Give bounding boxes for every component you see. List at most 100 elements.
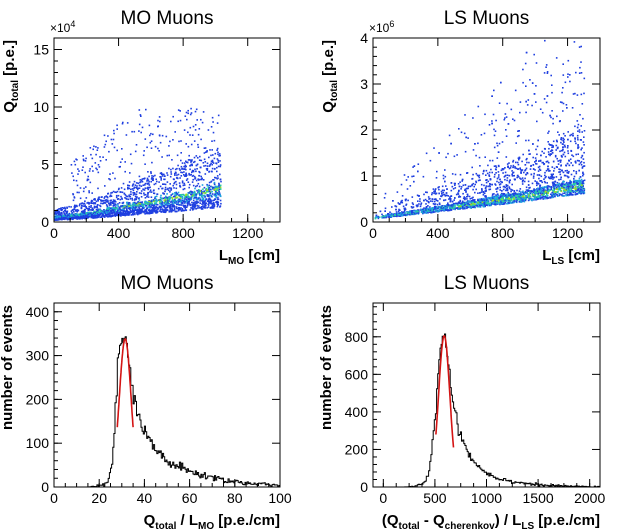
data-point (108, 215, 111, 218)
data-point (104, 200, 107, 202)
data-point (86, 207, 89, 210)
data-point (566, 181, 568, 184)
data-point (552, 181, 555, 184)
data-point (79, 217, 81, 219)
data-point (149, 186, 151, 189)
data-point (144, 177, 146, 180)
data-point (475, 154, 477, 157)
data-point (168, 211, 171, 213)
data-point (517, 130, 519, 132)
data-point (122, 208, 124, 211)
data-point (556, 185, 559, 187)
data-point (124, 194, 127, 196)
data-point (199, 178, 201, 181)
data-point (555, 144, 558, 147)
data-point (201, 198, 203, 200)
data-point (177, 202, 180, 205)
data-point (122, 121, 124, 124)
data-point (186, 118, 188, 121)
data-point (70, 215, 73, 217)
data-point (184, 166, 187, 168)
data-point (558, 168, 560, 170)
data-point (207, 186, 210, 188)
data-point (212, 186, 214, 189)
data-point (205, 202, 207, 204)
data-point (191, 159, 193, 161)
data-point (466, 196, 468, 198)
data-point (124, 161, 126, 163)
data-point (499, 202, 501, 205)
data-point (139, 212, 142, 214)
data-point (164, 200, 167, 202)
data-point (580, 160, 583, 163)
data-point (161, 203, 163, 206)
data-point (174, 195, 176, 198)
data-point (134, 195, 137, 198)
data-point (411, 207, 413, 209)
data-point (206, 151, 208, 153)
data-point (62, 215, 65, 217)
data-point (56, 210, 59, 213)
data-point (116, 204, 118, 206)
data-point (200, 206, 203, 208)
data-point (191, 134, 194, 136)
data-point (61, 218, 63, 221)
data-point (468, 205, 471, 207)
data-point (393, 215, 395, 218)
data-point (467, 205, 469, 208)
data-point (85, 214, 87, 216)
data-point (442, 177, 445, 180)
data-point (522, 190, 524, 193)
data-point (532, 156, 534, 159)
data-point (203, 203, 205, 206)
data-point (450, 208, 453, 210)
data-point (544, 39, 546, 42)
data-point (534, 193, 536, 195)
density-points (54, 107, 222, 221)
data-point (138, 199, 141, 201)
data-point (551, 176, 554, 179)
data-point (477, 203, 480, 206)
data-point (531, 104, 533, 107)
data-point (212, 131, 215, 134)
data-point (405, 203, 408, 206)
data-point (131, 197, 133, 200)
data-point (465, 190, 467, 192)
data-point (206, 165, 209, 167)
data-point (449, 197, 451, 200)
data-point (72, 208, 75, 211)
data-point (518, 201, 521, 203)
data-point (150, 191, 153, 193)
data-point (194, 177, 197, 179)
data-point (62, 210, 65, 213)
data-point (196, 163, 199, 166)
data-point (187, 159, 190, 161)
data-point (186, 202, 189, 205)
data-point (470, 203, 472, 206)
data-point (479, 199, 482, 201)
data-point (432, 208, 435, 211)
data-point (206, 194, 208, 196)
data-point (502, 192, 504, 195)
data-point (81, 213, 83, 215)
data-point (81, 216, 83, 218)
data-point (559, 184, 562, 187)
data-point (495, 188, 497, 190)
data-point (183, 209, 186, 212)
data-point (178, 194, 180, 196)
data-point (103, 211, 106, 213)
data-point (546, 72, 549, 74)
data-point (418, 203, 420, 205)
data-point (172, 209, 175, 212)
data-point (195, 195, 197, 197)
data-point (169, 209, 172, 211)
data-point (146, 201, 149, 204)
data-point (94, 210, 96, 213)
data-point (552, 184, 554, 186)
data-point (557, 131, 559, 133)
data-point (86, 178, 89, 181)
data-point (531, 182, 534, 185)
data-point (505, 185, 508, 188)
data-point (195, 193, 198, 196)
data-point (190, 143, 193, 146)
